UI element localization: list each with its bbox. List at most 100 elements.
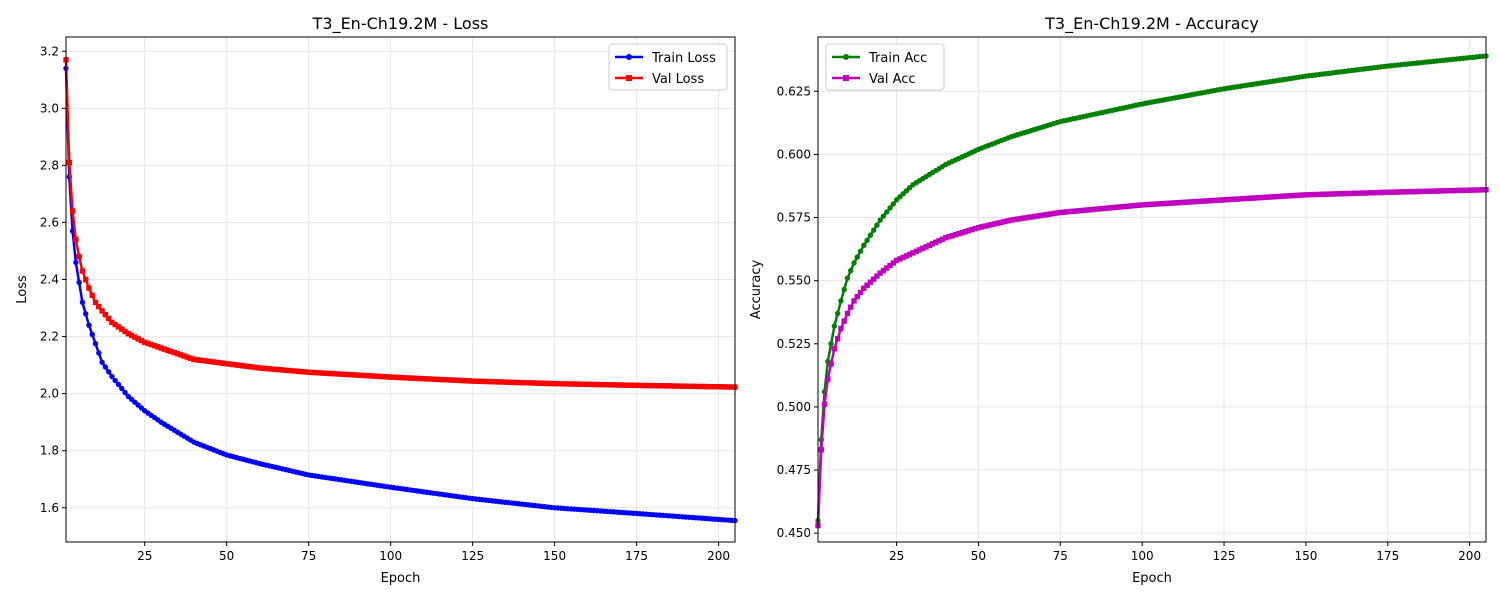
data-point-val-acc bbox=[956, 230, 962, 237]
data-point-val-acc bbox=[1015, 216, 1021, 222]
data-point-val-acc bbox=[821, 401, 828, 408]
data-point-train-loss bbox=[119, 385, 125, 392]
data-point-val-loss bbox=[542, 380, 548, 387]
data-point-val-acc bbox=[900, 254, 906, 261]
data-point-val-loss bbox=[522, 380, 528, 386]
data-point-val-acc bbox=[1440, 188, 1447, 194]
data-point-val-loss bbox=[607, 382, 614, 388]
data-point-val-loss bbox=[660, 383, 666, 389]
data-point-val-acc bbox=[877, 270, 883, 276]
loss-xtick-label: 200 bbox=[707, 549, 730, 563]
data-point-val-acc bbox=[1247, 195, 1253, 201]
data-point-val-loss bbox=[456, 377, 463, 384]
data-point-val-loss bbox=[653, 383, 659, 389]
data-point-val-acc bbox=[1316, 191, 1322, 198]
data-point-val-loss bbox=[187, 355, 194, 361]
legend-label-val-acc: Val Acc bbox=[869, 72, 916, 87]
data-point-val-acc bbox=[1028, 214, 1034, 220]
data-point-val-acc bbox=[1227, 196, 1234, 203]
data-point-train-loss bbox=[109, 373, 115, 380]
accuracy-legend: Train Acc Val Acc bbox=[825, 43, 945, 91]
data-point-val-loss bbox=[620, 382, 627, 388]
data-point-val-loss bbox=[689, 383, 696, 390]
loss-xtick-label: 75 bbox=[301, 549, 316, 563]
data-point-val-loss bbox=[374, 373, 381, 380]
legend-item-train-acc: Train Acc bbox=[832, 51, 927, 66]
data-point-val-loss bbox=[699, 383, 705, 390]
data-point-val-loss bbox=[256, 365, 263, 371]
data-point-val-loss bbox=[210, 359, 217, 365]
data-point-val-loss bbox=[506, 379, 512, 385]
data-point-train-acc bbox=[831, 323, 838, 329]
data-point-val-acc bbox=[929, 241, 936, 247]
accuracy-xtick-label: 125 bbox=[1213, 549, 1236, 563]
data-point-train-loss bbox=[92, 341, 99, 347]
accuracy-ytick-label: 0.525 bbox=[777, 337, 811, 351]
data-point-val-acc bbox=[857, 289, 864, 296]
accuracy-ytick-label: 0.575 bbox=[777, 211, 811, 225]
data-point-val-loss bbox=[328, 370, 335, 377]
data-point-val-loss bbox=[184, 354, 191, 360]
data-point-val-acc bbox=[818, 447, 824, 453]
data-point-val-acc bbox=[1335, 191, 1342, 197]
data-point-val-loss bbox=[273, 366, 279, 373]
data-point-val-acc bbox=[906, 251, 913, 258]
data-point-val-loss bbox=[365, 373, 371, 379]
legend-marker-train-acc bbox=[843, 54, 849, 60]
data-point-val-loss bbox=[355, 372, 361, 378]
data-point-val-loss bbox=[424, 376, 430, 382]
data-point-val-loss bbox=[168, 348, 174, 355]
data-point-val-acc bbox=[1208, 197, 1214, 204]
loss-x-axis-label: Epoch bbox=[381, 571, 421, 586]
data-point-val-acc bbox=[1345, 190, 1352, 197]
data-point-val-acc bbox=[1119, 204, 1126, 210]
data-point-val-loss bbox=[99, 308, 105, 314]
data-point-val-loss bbox=[201, 357, 207, 364]
data-point-val-acc bbox=[854, 293, 860, 300]
data-point-val-loss bbox=[729, 384, 735, 390]
accuracy-xtick-label: 25 bbox=[889, 549, 904, 563]
data-point-val-acc bbox=[1034, 213, 1041, 219]
data-point-val-loss bbox=[325, 370, 332, 377]
data-point-train-loss bbox=[99, 359, 105, 365]
data-point-val-acc bbox=[910, 250, 916, 256]
data-point-val-loss bbox=[584, 381, 591, 388]
loss-ytick-label: 2.0 bbox=[40, 387, 59, 401]
data-point-val-acc bbox=[1417, 188, 1424, 195]
data-point-val-loss bbox=[561, 381, 568, 387]
data-point-val-loss bbox=[433, 376, 440, 383]
data-point-val-loss bbox=[483, 378, 489, 385]
data-point-val-acc bbox=[893, 257, 900, 264]
accuracy-chart-title: T3_En-Ch19.2M - Accuracy bbox=[1044, 14, 1259, 34]
data-point-val-loss bbox=[246, 363, 253, 370]
data-point-val-loss bbox=[633, 382, 640, 389]
data-point-train-loss bbox=[82, 311, 89, 317]
data-point-val-loss bbox=[112, 321, 118, 328]
data-point-val-loss bbox=[719, 384, 725, 390]
data-point-val-acc bbox=[1444, 188, 1450, 194]
data-point-val-loss bbox=[466, 378, 473, 384]
data-point-val-loss bbox=[496, 379, 502, 385]
data-point-val-acc bbox=[1054, 210, 1060, 216]
data-point-val-acc bbox=[1424, 188, 1430, 194]
data-point-val-loss bbox=[519, 379, 525, 386]
data-point-val-loss bbox=[683, 383, 689, 389]
data-point-val-acc bbox=[1067, 208, 1073, 215]
data-point-val-loss bbox=[594, 381, 600, 388]
data-point-val-loss bbox=[679, 383, 686, 389]
accuracy-ytick-label: 0.600 bbox=[777, 147, 811, 161]
data-point-val-acc bbox=[962, 228, 969, 235]
data-point-val-acc bbox=[982, 223, 988, 229]
accuracy-ytick-label: 0.550 bbox=[777, 274, 811, 288]
data-point-val-acc bbox=[1188, 199, 1194, 205]
data-point-val-loss bbox=[230, 361, 236, 368]
data-point-val-acc bbox=[887, 262, 893, 269]
accuracy-chart: 25 50 75 100 125 150 175 200 0.450 0.475 0.500 0.52… bbox=[749, 14, 1489, 586]
data-point-val-loss bbox=[404, 375, 410, 381]
data-point-val-acc bbox=[903, 253, 910, 259]
data-point-val-acc bbox=[1352, 190, 1358, 196]
data-point-val-loss bbox=[460, 377, 466, 384]
data-point-val-acc bbox=[1001, 218, 1008, 225]
data-point-val-loss bbox=[469, 378, 476, 384]
